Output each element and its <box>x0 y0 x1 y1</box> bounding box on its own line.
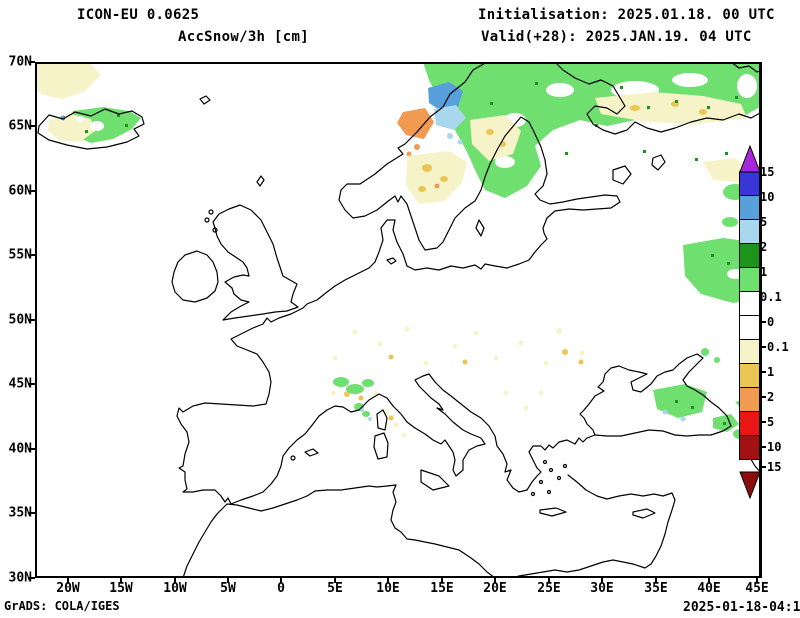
lat-tick-label: 35N <box>8 505 32 521</box>
lat-tick-mark <box>28 254 35 256</box>
lon-tick-label: 0 <box>277 581 285 596</box>
lat-tick-label: 50N <box>8 312 32 328</box>
init-time: Initialisation: 2025.01.18. 00 UTC <box>478 7 775 23</box>
lon-tick-label: 15W <box>109 581 133 596</box>
colorbar-tick-label: 0 <box>767 315 775 329</box>
lon-tick-mark <box>441 578 443 583</box>
lon-tick-mark <box>708 578 710 583</box>
lon-tick-label: 40E <box>697 581 721 596</box>
lat-tick-mark <box>28 512 35 514</box>
lat-tick-mark <box>28 190 35 192</box>
lat-tick-label: 55N <box>8 247 32 263</box>
lon-tick-mark <box>334 578 336 583</box>
lon-tick-label: 5E <box>327 581 343 596</box>
colorbar-tick-label: 2 <box>767 390 775 404</box>
lon-tick-label: 25E <box>537 581 561 596</box>
lon-tick-mark <box>280 578 282 583</box>
lon-tick-label: 45E <box>745 581 769 596</box>
colorbar-tick-label: 0.1 <box>767 340 789 354</box>
lat-tick-label: 65N <box>8 118 32 134</box>
lon-tick-mark <box>548 578 550 583</box>
lat-tick-label: 70N <box>8 54 32 70</box>
lon-tick-mark <box>67 578 69 583</box>
model-title: ICON-EU 0.0625 <box>77 7 200 23</box>
lon-tick-mark <box>227 578 229 583</box>
lat-tick-label: 45N <box>8 376 32 392</box>
lat-tick-mark <box>28 383 35 385</box>
coastlines <box>37 62 762 578</box>
lat-tick-mark <box>28 577 35 579</box>
lon-tick-mark <box>601 578 603 583</box>
colorbar-arrow-top <box>739 144 761 173</box>
colorbar-tick-label: 15 <box>767 460 782 474</box>
grads-credit: GrADS: COLA/IGES <box>4 599 120 613</box>
lat-tick-mark <box>28 448 35 450</box>
variable-title: AccSnow/3h [cm] <box>178 29 309 45</box>
snow-field-patches <box>35 62 762 454</box>
valid-time: Valid(+28): 2025.JAN.19. 04 UTC <box>481 29 752 45</box>
lon-tick-mark <box>756 578 758 583</box>
lon-tick-mark <box>387 578 389 583</box>
lon-tick-label: 20E <box>483 581 507 596</box>
colorbar-arrow-bottom <box>739 471 761 500</box>
lat-tick-label: 30N <box>8 570 32 586</box>
lon-tick-label: 15E <box>430 581 454 596</box>
europe-map <box>35 62 762 578</box>
lon-tick-label: 5W <box>220 581 236 596</box>
render-timestamp: 2025-01-18-04:18 <box>683 600 800 615</box>
lon-tick-label: 35E <box>644 581 668 596</box>
lat-tick-mark <box>28 61 35 63</box>
lon-tick-mark <box>120 578 122 583</box>
lon-tick-label: 10W <box>163 581 187 596</box>
lon-tick-label: 10E <box>376 581 400 596</box>
lon-tick-mark <box>174 578 176 583</box>
lat-tick-mark <box>28 319 35 321</box>
lon-tick-mark <box>494 578 496 583</box>
lat-tick-mark <box>28 125 35 127</box>
lon-tick-label: 20W <box>56 581 80 596</box>
colorbar-arrows <box>739 144 761 500</box>
lon-tick-mark <box>655 578 657 583</box>
map-frame-right-edge <box>759 62 762 578</box>
colorbar-tick-label: 10 <box>767 440 782 454</box>
lat-tick-label: 60N <box>8 183 32 199</box>
lon-tick-label: 30E <box>590 581 614 596</box>
colorbar-tick-label: 1 <box>767 365 775 379</box>
colorbar-tick-label: 5 <box>767 415 775 429</box>
lat-tick-label: 40N <box>8 441 32 457</box>
